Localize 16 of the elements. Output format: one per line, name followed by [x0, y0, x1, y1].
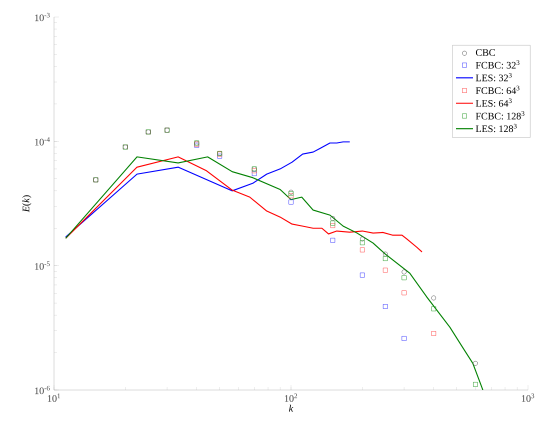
legend-label: LES: 64$^{3}$	[476, 98, 512, 107]
legend-label: CBC	[476, 49, 495, 56]
x-tick-label: 10$^{2}$	[284, 394, 298, 402]
y-tick-label: 10$^{-3}$	[35, 12, 50, 22]
legend-label: FCBC: 32$^{3}$	[476, 60, 520, 69]
y-axis-title: E(k)	[22, 195, 32, 212]
y-tick-label: 10$^{-5}$	[35, 262, 50, 270]
legend-label: LES: 128$^{3}$	[476, 124, 517, 132]
x-tick-label: 10$^{3}$	[522, 394, 534, 402]
x-axis-title: k	[289, 404, 294, 412]
legend-label: FCBC: 64$^{3}$	[476, 86, 520, 94]
x-tick-label: 10$^{1}$	[48, 394, 60, 402]
y-tick-label: 10$^{-6}$	[35, 386, 50, 394]
legend-label: LES: 32$^{3}$	[476, 72, 512, 82]
legend-label: FCBC: 128$^{3}$	[476, 111, 524, 120]
y-tick-label: 10$^{-4}$	[35, 137, 50, 146]
